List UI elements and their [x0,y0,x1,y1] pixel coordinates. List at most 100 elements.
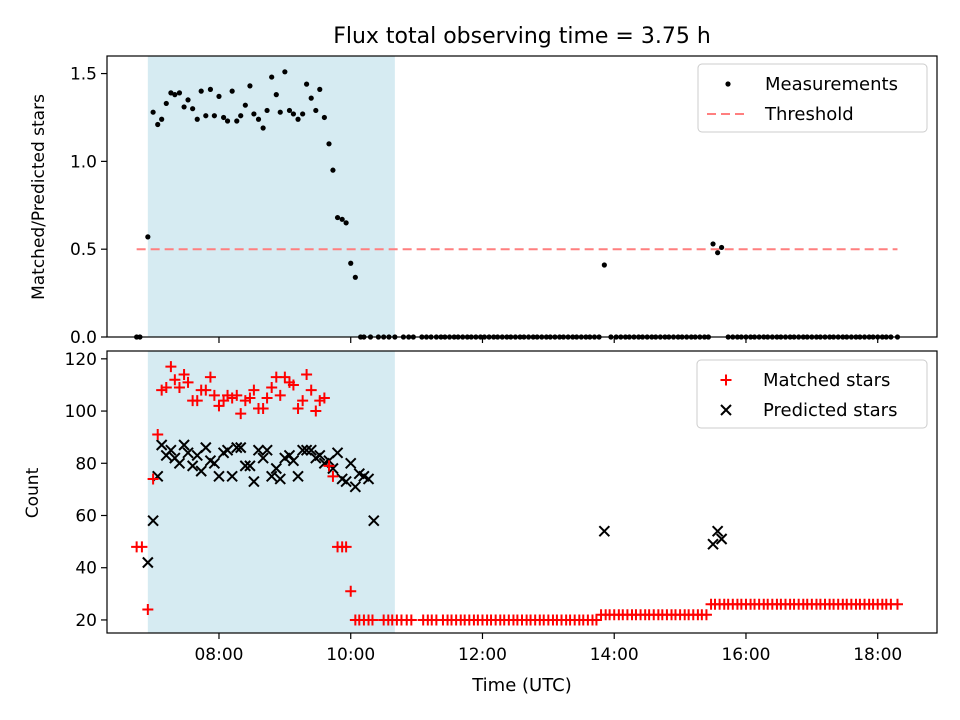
matched-stars-legend-marker [720,374,732,386]
x-tick-label: 18:00 [853,645,902,665]
measurement-point [601,262,607,268]
count-panel: 20 40 60 80 100 120 08:00 10:00 12:00 14:00 16:00… [23,350,938,696]
y-tick-label: 0.0 [70,328,97,348]
matched-star-point [235,408,247,420]
predicted-star-point [213,470,225,483]
measurement-point [168,90,174,96]
matched-star-point [266,382,278,394]
predicted-star-point [314,449,326,462]
matched-star-point [182,376,194,388]
matched-star-point [178,369,190,380]
measurement-point [238,113,244,119]
matched-star-point [231,389,243,401]
predicted-star-point [200,441,212,454]
measurement-point [313,107,319,114]
observing-window-shade [147,351,395,633]
measurement-point [303,81,310,87]
y-tick-label: 1.5 [70,65,97,85]
predicted-star-point [270,462,283,475]
predicted-star-point [305,444,317,456]
measurement-point [150,109,156,115]
y-tick-label: 60 [75,507,97,527]
count-y-ticks: 20 40 60 80 100 120 [65,350,107,631]
count-x-ticks: 08:00 10:00 12:00 14:00 16:00 18:00 [194,633,902,665]
measurement-point [269,74,275,80]
measurement-point [159,116,165,122]
x-tick-label: 14:00 [590,645,639,665]
matched-star-point [287,379,299,391]
measurement-point [330,167,336,173]
matched-stars-points [131,361,903,626]
matched-star-point [323,460,335,472]
measurement-point [242,102,248,108]
x-tick-label: 08:00 [194,645,243,665]
matched-star-point [173,382,185,394]
predicted-stars-legend-marker [720,404,732,416]
predicted-star-point [257,452,269,464]
matched-star-point [142,604,154,615]
predicted-star-point [173,457,186,469]
measurement-point [172,92,178,98]
matched-star-point [891,598,903,610]
measurement-point [290,111,297,117]
matched-star-point [169,374,181,386]
ratio-legend-box [697,63,928,133]
measurement-point [190,106,196,112]
predicted-legend-glyph [720,404,732,416]
ratio-plot-frame [106,55,938,338]
count-legend-box [696,359,928,429]
measurement-point [264,107,270,114]
predicted-star-point [221,444,234,456]
predicted-star-point [186,460,199,472]
measurement-point [145,234,151,240]
threshold-legend-label: Threshold [764,104,854,125]
measurement-point [198,88,204,94]
matched-star-point [191,395,203,407]
predicted-star-point [165,444,177,456]
x-tick-label: 12:00 [458,645,507,665]
predicted-star-point [231,441,243,454]
measurement-point [185,97,191,103]
measurement-point [326,141,332,147]
count-legend: Matched stars Predicted stars [696,359,928,429]
matched-star-point [327,470,339,482]
predicted-star-point [707,538,719,550]
predicted-star-point [287,454,300,467]
measurement-point [339,216,345,222]
predicted-star-point [598,525,611,537]
measurement-point [295,116,301,122]
predicted-star-point [345,457,357,469]
measurement-point [211,113,217,119]
matched-star-point [152,429,164,441]
predicted-star-point [178,439,190,451]
y-tick-label: 80 [75,454,97,474]
measurement-point [334,214,341,221]
measurement-point [207,86,214,92]
predicted-star-point [261,444,273,456]
predicted-star-point [368,515,380,527]
predicted-star-point [265,470,278,483]
predicted-star-point [235,441,247,454]
matched-star-point [297,395,309,407]
matched-star-point [204,371,216,383]
measurement-point [317,86,323,92]
ratio-panel: 0.0 0.5 1.0 1.5 Matched/Predicted stars Mea… [29,55,938,348]
matched-star-point [274,389,286,401]
matched-star-point [318,392,330,404]
predicted-star-point [248,475,260,488]
measurement-point [277,109,283,115]
predicted-star-point [182,447,194,459]
matched-star-point [136,541,148,553]
measurement-point [718,244,725,251]
matched-star-point [301,369,313,380]
predicted-star-point [147,515,159,527]
measurement-point [286,107,293,114]
predicted-star-point [300,444,313,456]
measurement-point [260,125,266,131]
matched-star-point [340,541,352,553]
measurement-point [224,118,231,124]
measurement-point [710,241,716,247]
measurement-point [282,69,288,75]
measurement-point [255,116,262,122]
predicted-star-point [362,473,375,485]
